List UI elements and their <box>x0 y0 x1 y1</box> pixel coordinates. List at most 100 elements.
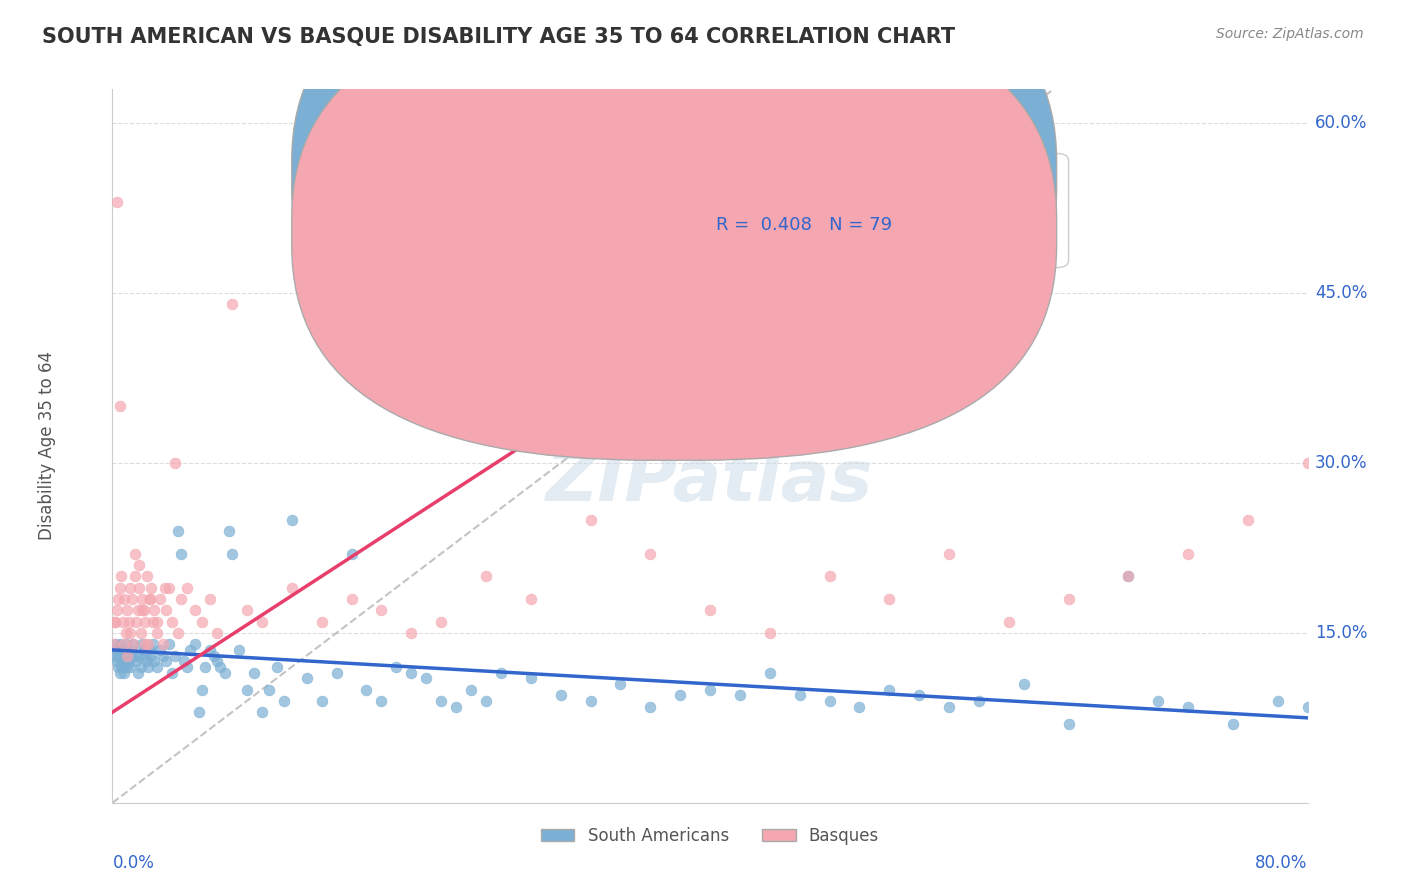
Legend: South Americans, Basques: South Americans, Basques <box>534 821 886 852</box>
Point <box>281 513 304 527</box>
Point <box>149 591 172 606</box>
Point <box>142 637 165 651</box>
Point <box>132 643 155 657</box>
Point <box>179 643 201 657</box>
Point <box>134 615 156 629</box>
Point <box>520 591 543 606</box>
Point <box>475 694 498 708</box>
Point <box>165 456 187 470</box>
Point <box>167 524 190 538</box>
Point <box>120 626 142 640</box>
Point <box>579 694 602 708</box>
Point <box>141 648 163 663</box>
Point <box>162 615 183 629</box>
Point <box>107 648 129 663</box>
Point <box>550 688 572 702</box>
Point <box>250 615 273 629</box>
Point <box>1012 677 1035 691</box>
Point <box>202 648 225 663</box>
Point <box>142 615 165 629</box>
Point <box>167 626 190 640</box>
Point <box>111 648 134 663</box>
Point <box>115 637 138 651</box>
Point <box>401 665 423 680</box>
Point <box>105 654 128 668</box>
Text: 80.0%: 80.0% <box>1256 854 1308 871</box>
Text: R =  0.408   N = 79: R = 0.408 N = 79 <box>716 216 893 234</box>
Point <box>579 513 602 527</box>
Point <box>152 648 174 663</box>
Point <box>218 524 240 538</box>
Point <box>266 660 288 674</box>
Point <box>1378 682 1400 697</box>
Point <box>121 591 143 606</box>
Point <box>105 643 128 657</box>
Point <box>759 626 782 640</box>
Point <box>475 569 498 583</box>
Point <box>146 626 169 640</box>
Point <box>117 603 139 617</box>
Point <box>609 677 631 691</box>
Text: SOUTH AMERICAN VS BASQUE DISABILITY AGE 35 TO 64 CORRELATION CHART: SOUTH AMERICAN VS BASQUE DISABILITY AGE … <box>42 27 955 46</box>
Point <box>128 558 150 572</box>
Point <box>146 615 169 629</box>
Point <box>120 660 142 674</box>
Point <box>848 699 870 714</box>
Point <box>153 581 176 595</box>
Point <box>879 682 901 697</box>
Point <box>1341 716 1364 731</box>
Point <box>176 660 198 674</box>
Point <box>183 603 205 617</box>
Point <box>129 660 152 674</box>
Point <box>135 654 157 668</box>
Point <box>138 660 160 674</box>
Text: R = -0.285   N = 113: R = -0.285 N = 113 <box>716 166 904 184</box>
Point <box>1326 705 1348 719</box>
Point <box>356 682 378 697</box>
Point <box>1400 705 1406 719</box>
Point <box>103 637 125 651</box>
Point <box>121 643 143 657</box>
Point <box>103 648 125 663</box>
Point <box>1118 569 1140 583</box>
Point <box>107 660 129 674</box>
Point <box>104 615 127 629</box>
Point <box>149 643 172 657</box>
Point <box>879 591 901 606</box>
Point <box>170 547 193 561</box>
FancyBboxPatch shape <box>292 4 1057 460</box>
Point <box>273 694 295 708</box>
Point <box>415 671 437 685</box>
Point <box>173 654 195 668</box>
Point <box>250 705 273 719</box>
Point <box>134 648 156 663</box>
Point <box>259 682 281 697</box>
Point <box>1222 716 1244 731</box>
Point <box>117 660 139 674</box>
Point <box>122 637 145 651</box>
Point <box>117 648 139 663</box>
Text: 60.0%: 60.0% <box>1315 114 1368 132</box>
Point <box>146 660 169 674</box>
Point <box>938 699 960 714</box>
Point <box>111 654 134 668</box>
Point <box>157 581 180 595</box>
Point <box>114 665 135 680</box>
Point <box>125 615 148 629</box>
Point <box>221 547 243 561</box>
Point <box>143 654 166 668</box>
Text: 30.0%: 30.0% <box>1315 454 1368 472</box>
Point <box>194 660 217 674</box>
Point <box>209 660 232 674</box>
Point <box>111 615 134 629</box>
Point <box>669 688 692 702</box>
Point <box>460 682 482 697</box>
Point <box>444 699 467 714</box>
Point <box>198 643 221 657</box>
Point <box>155 603 177 617</box>
Point <box>311 615 333 629</box>
Point <box>188 705 211 719</box>
Point <box>138 637 160 651</box>
Point <box>1177 547 1199 561</box>
Point <box>139 591 162 606</box>
